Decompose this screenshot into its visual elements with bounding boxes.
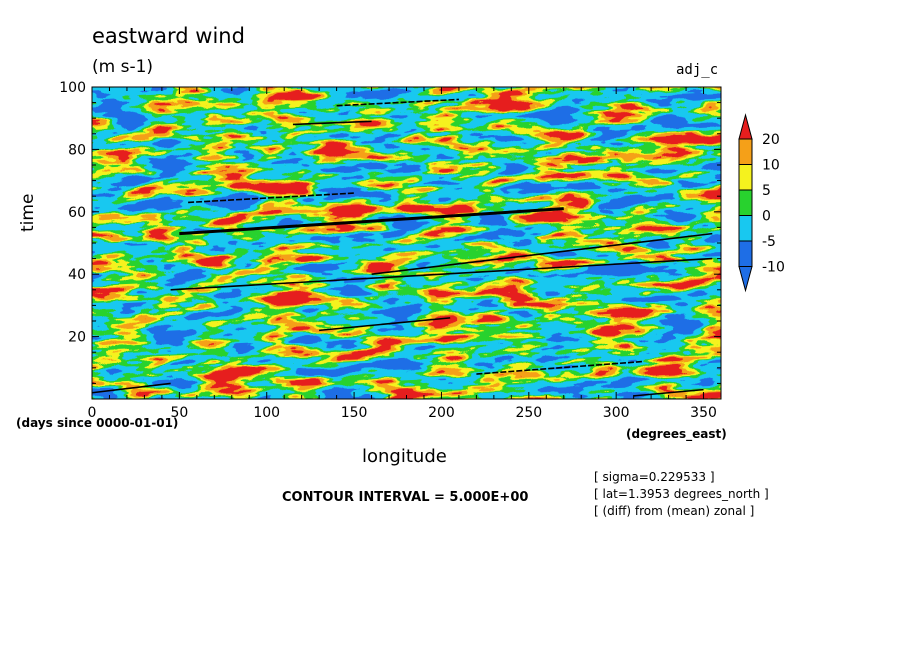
colorbar-label: 20 <box>762 132 780 148</box>
contour-line <box>92 382 171 394</box>
colorbar-box <box>738 240 753 267</box>
x-units: (degrees_east) <box>626 427 727 441</box>
colorbar-label: -5 <box>762 234 776 250</box>
contour-line <box>292 120 372 126</box>
colorbar-label: 0 <box>762 209 771 225</box>
contour-line <box>633 388 704 397</box>
field-level-5 <box>92 87 721 399</box>
colorbar-label: -10 <box>762 260 785 276</box>
colorbar-box <box>738 138 753 165</box>
x-tick-label: 0 <box>88 405 97 421</box>
x-tick-label: 200 <box>428 405 455 421</box>
contour-line <box>336 98 459 107</box>
meta-diff: [ (diff) from (mean) zonal ] <box>594 504 755 518</box>
colorbar-label: 5 <box>762 183 771 199</box>
time-units: (days since 0000-01-01) <box>16 416 179 430</box>
meta-sigma: [ sigma=0.229533 ] <box>594 470 715 484</box>
colorbar: 20 10 5 0 -5 -10 <box>738 113 785 293</box>
colorbar-box <box>738 215 753 242</box>
x-axis-label: longitude <box>362 446 447 467</box>
dataset-tag: adj_c <box>676 62 719 78</box>
y-axis: 20 40 60 80 100 <box>59 80 721 400</box>
x-tick-label: 250 <box>515 405 542 421</box>
zero-contours <box>92 98 713 397</box>
y-tick-label: 20 <box>68 330 86 346</box>
colorbar-box <box>738 164 753 191</box>
colorbar-under <box>738 266 753 293</box>
contour-interval: CONTOUR INTERVAL = 5.000E+00 <box>282 490 529 505</box>
colorbar-label: 10 <box>762 158 780 174</box>
wind-field <box>92 87 721 399</box>
contour-line <box>170 257 713 291</box>
x-tick-label: 100 <box>253 405 280 421</box>
colorbar-box <box>738 189 753 216</box>
x-tick-label: 300 <box>603 405 630 421</box>
chart-title: eastward wind <box>92 24 245 48</box>
y-tick-label: 80 <box>68 142 86 158</box>
x-tick-label: 150 <box>341 405 368 421</box>
y-tick-label: 100 <box>59 80 86 96</box>
contour-line <box>371 232 713 275</box>
colorbar-over <box>738 113 753 140</box>
contour-line <box>476 360 643 375</box>
contour-line <box>179 207 564 236</box>
x-axis: 0 50 100 150 200 250 300 350 <box>88 87 722 421</box>
y-tick-label: 60 <box>68 205 86 221</box>
y-axis-label: time <box>18 193 38 232</box>
x-tick-label: 350 <box>690 405 717 421</box>
y-tick-label: 40 <box>68 267 86 283</box>
units-label: (m s-1) <box>92 57 154 77</box>
x-tick-label: 50 <box>170 405 188 421</box>
contour-line <box>188 192 355 204</box>
contour-line <box>319 317 451 332</box>
meta-lat: [ lat=1.3953 degrees_north ] <box>594 487 769 501</box>
